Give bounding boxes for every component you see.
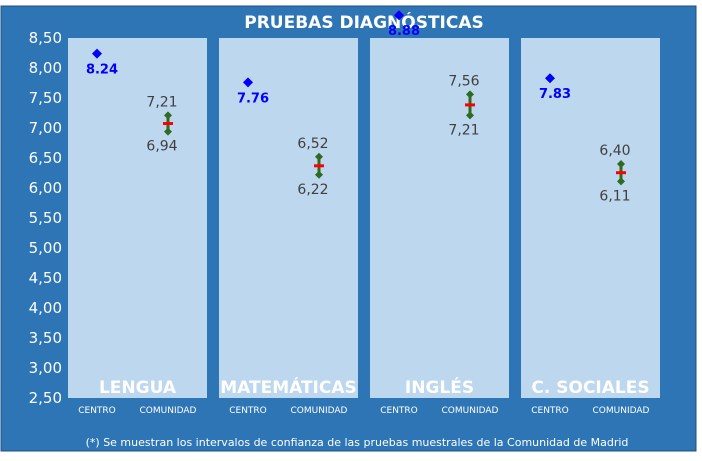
interval-low-label: 6,94 bbox=[146, 139, 177, 155]
interval-high-marker bbox=[466, 90, 474, 99]
x-tick-label: CENTRO bbox=[78, 406, 116, 416]
centro-point bbox=[92, 48, 102, 59]
panel-background bbox=[219, 38, 358, 398]
y-axis: 2,50 3,00 3,50 4,00 4,50 5,00 5,50 6,00 6,50 7,00… bbox=[29, 29, 62, 407]
y-tick-label: 8,50 bbox=[29, 29, 62, 47]
interval-low-marker bbox=[315, 170, 323, 179]
x-tick-label: COMUNIDAD bbox=[593, 406, 650, 416]
interval-low-label: 6,11 bbox=[599, 188, 630, 204]
chart-title: PRUEBAS DIAGNÓSTICAS bbox=[244, 11, 484, 33]
interval-high-label: 6,40 bbox=[599, 143, 630, 159]
centro-value-label: 7.76 bbox=[237, 91, 269, 106]
subject-label: MATEMÁTICAS bbox=[220, 376, 357, 398]
panel: 7.83 6,40 6,11 C. SOCIALES CENTRO COMUNIDAD bbox=[521, 38, 660, 416]
panel-background bbox=[68, 38, 207, 398]
y-tick-label: 4,50 bbox=[29, 269, 62, 287]
y-tick-label: 3,50 bbox=[29, 329, 62, 347]
y-tick-label: 5,50 bbox=[29, 209, 62, 227]
panel: 8.88 7,56 7,21 INGLÉS CENTRO COMUNIDAD bbox=[370, 10, 509, 416]
y-tick-label: 8,00 bbox=[29, 59, 62, 77]
centro-value-label: 7.83 bbox=[539, 87, 571, 102]
centro-point bbox=[243, 77, 253, 88]
x-tick-label: CENTRO bbox=[229, 406, 267, 416]
y-tick-label: 6,00 bbox=[29, 179, 62, 197]
panel: 8.24 7,21 6,94 LENGUA CENTRO COMUNIDAD bbox=[68, 38, 207, 416]
footnote: (*) Se muestran los intervalos de confia… bbox=[86, 436, 629, 449]
interval-high-marker bbox=[315, 152, 323, 161]
subject-label: INGLÉS bbox=[405, 376, 474, 398]
interval-low-label: 6,22 bbox=[297, 182, 328, 198]
centro-point bbox=[545, 73, 555, 84]
centro-value-label: 8.24 bbox=[86, 63, 118, 78]
y-tick-label: 2,50 bbox=[29, 389, 62, 407]
interval-high-label: 6,52 bbox=[297, 136, 328, 152]
interval-low-label: 7,21 bbox=[448, 122, 479, 138]
interval-high-marker bbox=[164, 111, 172, 120]
x-tick-label: COMUNIDAD bbox=[140, 406, 197, 416]
panel-background bbox=[370, 38, 509, 398]
interval-low-marker bbox=[617, 177, 625, 186]
x-tick-label: CENTRO bbox=[531, 406, 569, 416]
centro-value-label: 8.88 bbox=[388, 24, 420, 39]
x-tick-label: COMUNIDAD bbox=[291, 406, 348, 416]
interval-low-marker bbox=[164, 127, 172, 136]
y-tick-label: 5,00 bbox=[29, 239, 62, 257]
panels: 8.24 7,21 6,94 LENGUA CENTRO COMUNIDAD 7.76 6,5… bbox=[68, 10, 660, 416]
interval-high-label: 7,56 bbox=[448, 73, 479, 89]
subject-label: C. SOCIALES bbox=[531, 378, 649, 398]
panel-background bbox=[521, 38, 660, 398]
interval-low-marker bbox=[466, 111, 474, 120]
y-tick-label: 7,00 bbox=[29, 119, 62, 137]
panel: 7.76 6,52 6,22 MATEMÁTICAS CENTRO COMUNIDAD bbox=[219, 38, 358, 416]
y-tick-label: 4,00 bbox=[29, 299, 62, 317]
y-tick-label: 3,00 bbox=[29, 359, 62, 377]
x-tick-label: COMUNIDAD bbox=[442, 406, 499, 416]
y-tick-label: 7,50 bbox=[29, 89, 62, 107]
x-tick-label: CENTRO bbox=[380, 406, 418, 416]
interval-high-marker bbox=[617, 160, 625, 168]
centro-point bbox=[394, 10, 404, 21]
interval-high-label: 7,21 bbox=[146, 94, 177, 110]
y-tick-label: 6,50 bbox=[29, 149, 62, 167]
subject-label: LENGUA bbox=[99, 378, 177, 398]
